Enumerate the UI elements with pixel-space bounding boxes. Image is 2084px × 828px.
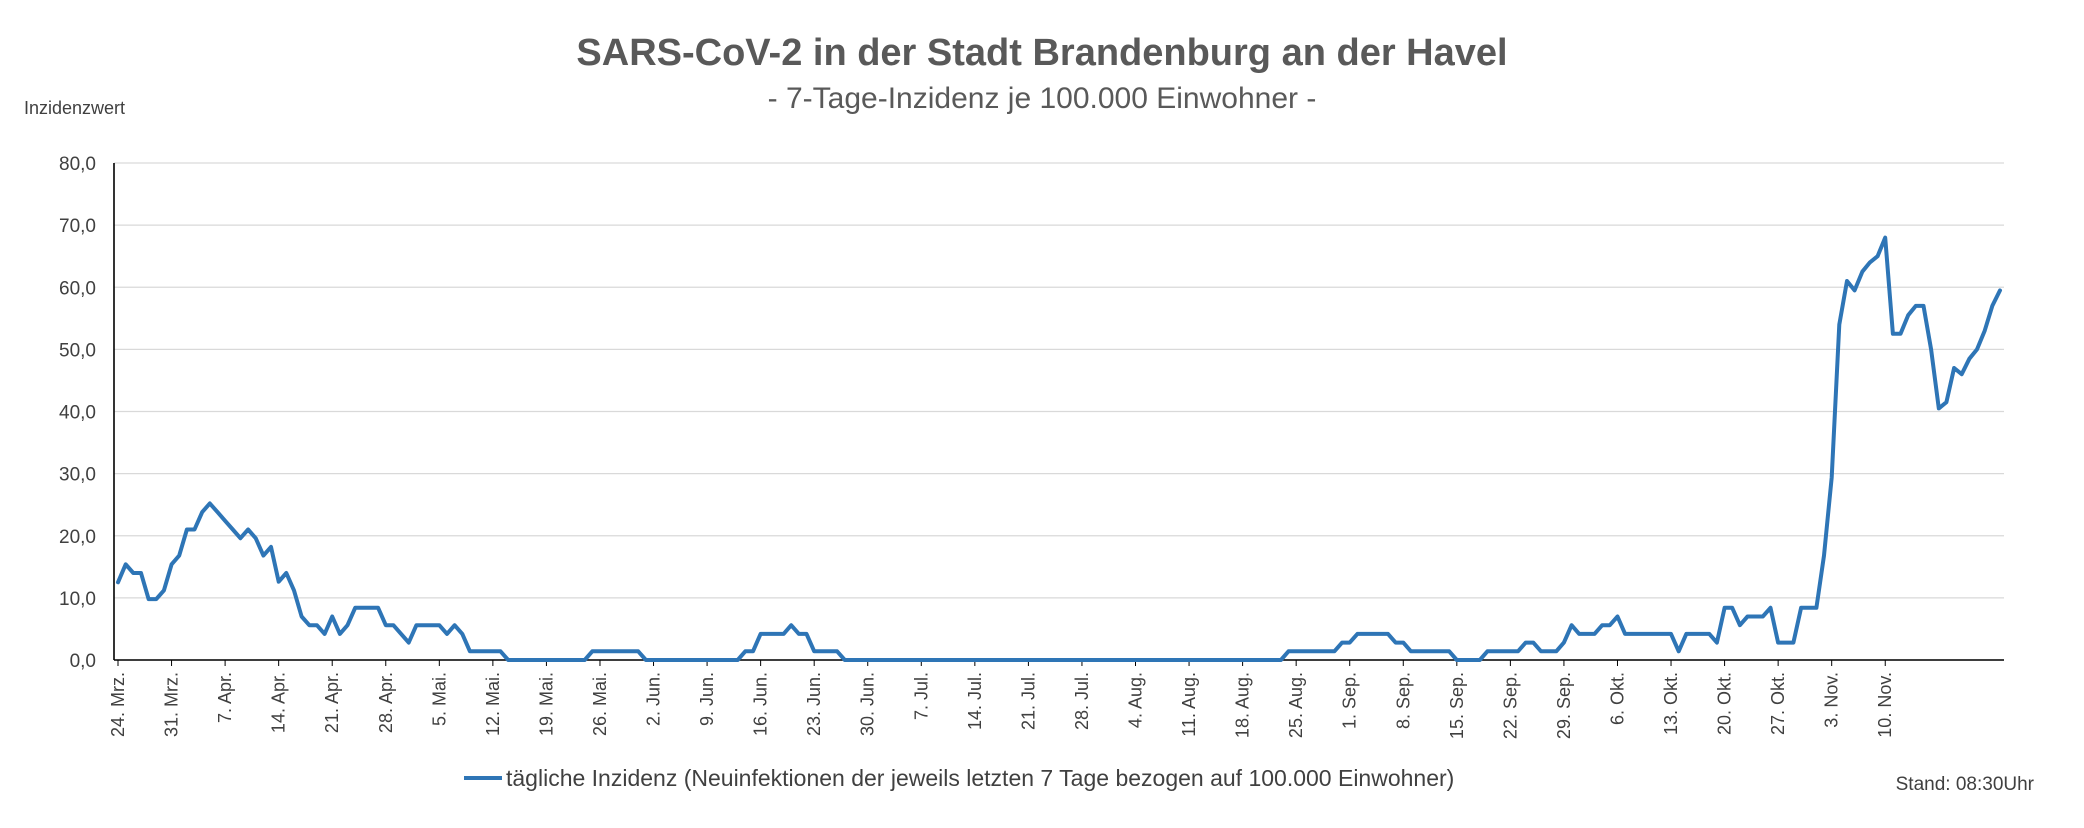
x-tick-label: 12. Mai. <box>483 672 503 736</box>
x-tick-label: 11. Aug. <box>1179 672 1199 737</box>
x-tick-label: 26. Mai. <box>590 672 610 736</box>
y-tick-label: 20,0 <box>59 527 96 548</box>
x-tick-label: 5. Mai. <box>429 672 449 726</box>
x-tick-label: 8. Sep. <box>1393 672 1413 729</box>
x-tick-label: 24. Mrz. <box>108 672 128 737</box>
legend-label: tägliche Inzidenz (Neuinfektionen der je… <box>506 764 1455 791</box>
x-tick-label: 10. Nov. <box>1875 672 1895 738</box>
x-tick-label: 15. Sep. <box>1447 672 1467 739</box>
y-tick-label: 30,0 <box>59 465 96 486</box>
timestamp-label: Stand: 08:30Uhr <box>1895 774 2034 795</box>
x-tick-label: 9. Jun. <box>697 672 717 726</box>
x-tick-label: 30. Jun. <box>858 672 878 736</box>
x-tick-label: 7. Apr. <box>215 672 235 723</box>
y-tick-label: 80,0 <box>59 154 96 175</box>
legend: tägliche Inzidenz (Neuinfektionen der je… <box>464 763 1454 793</box>
x-tick-label: 2. Jun. <box>644 672 664 726</box>
x-tick-label: 14. Apr. <box>269 672 289 733</box>
x-tick-label: 13. Okt. <box>1661 672 1681 735</box>
legend-swatch <box>464 776 502 780</box>
y-tick-label: 50,0 <box>59 340 96 361</box>
x-tick-label: 23. Jun. <box>804 672 824 736</box>
x-tick-label: 21. Jul. <box>1018 672 1038 730</box>
y-tick-label: 10,0 <box>59 589 96 610</box>
x-tick-label: 16. Jun. <box>751 672 771 736</box>
y-tick-label: 70,0 <box>59 216 96 237</box>
x-tick-label: 18. Aug. <box>1233 672 1253 738</box>
chart-title: SARS-CoV-2 in der Stadt Brandenburg an d… <box>576 32 1508 74</box>
x-tick-label: 19. Mai. <box>536 672 556 736</box>
x-tick-label: 6. Okt. <box>1607 672 1627 725</box>
x-tick-label: 14. Jul. <box>965 672 985 730</box>
x-tick-label: 20. Okt. <box>1715 672 1735 735</box>
series-line <box>116 235 2002 662</box>
x-tick-label: 21. Apr. <box>322 672 342 733</box>
x-tick-label: 7. Jul. <box>911 672 931 720</box>
y-tick-label: 60,0 <box>59 278 96 299</box>
y-axis-label: Inzidenzwert <box>24 98 126 118</box>
x-tick-label: 3. Nov. <box>1822 672 1842 728</box>
chart-subtitle: - 7-Tage-Inzidenz je 100.000 Einwohner - <box>767 82 1317 115</box>
x-tick-label: 29. Sep. <box>1554 672 1574 739</box>
x-tick-label: 31. Mrz. <box>162 672 182 737</box>
x-tick-label: 4. Aug. <box>1126 672 1146 728</box>
x-tick-label: 25. Aug. <box>1286 672 1306 738</box>
x-tick-label: 27. Okt. <box>1768 672 1788 735</box>
y-tick-label: 0,0 <box>70 651 96 672</box>
x-tick-label: 22. Sep. <box>1500 672 1520 739</box>
y-tick-label: 40,0 <box>59 403 96 424</box>
x-tick-label: 28. Apr. <box>376 672 396 733</box>
x-tick-label: 1. Sep. <box>1340 672 1360 729</box>
x-tick-label: 28. Jul. <box>1072 672 1092 730</box>
